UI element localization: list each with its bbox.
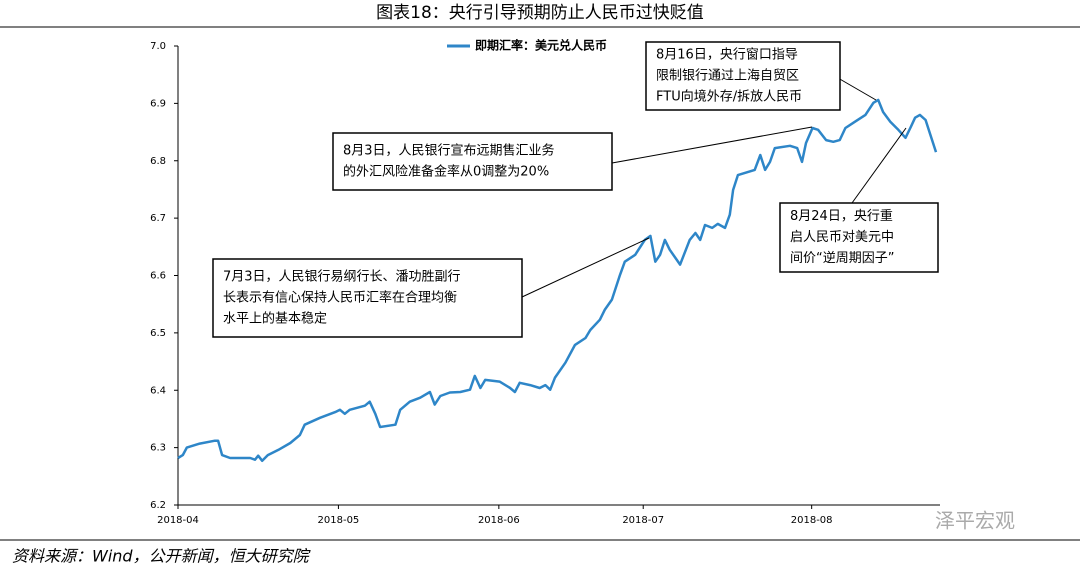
annotation-text: 限制银行通过上海自贸区 xyxy=(656,69,799,84)
y-tick-label: 6.2 xyxy=(150,500,166,511)
annotation-text: 水平上的基本稳定 xyxy=(223,311,327,327)
leader-line xyxy=(611,126,813,164)
y-tick-label: 6.8 xyxy=(150,156,166,167)
annotation-box xyxy=(779,202,939,273)
x-tick-label: 2018-06 xyxy=(478,515,520,526)
y-tick-label: 7.0 xyxy=(150,41,166,52)
annotation-text: FTU向境外存/拆放人民币 xyxy=(656,89,802,105)
legend-label: 即期汇率：美元兑人民币 xyxy=(475,38,607,53)
leader-line xyxy=(851,127,907,204)
x-tick-label: 2018-05 xyxy=(318,515,360,526)
y-tick-label: 6.4 xyxy=(150,385,166,396)
chart-title: 图表18：央行引导预期防止人民币过快贬值 xyxy=(376,3,704,23)
annotation-box xyxy=(645,41,841,111)
annotation-text: 8月24日，央行重 xyxy=(790,208,893,224)
annotation-box xyxy=(212,258,523,338)
annotation-text: 启人民币对美元中 xyxy=(790,230,894,245)
y-tick-label: 6.5 xyxy=(150,328,166,339)
annotation-text: 7月3日，人民银行易纲行长、潘功胜副行 xyxy=(223,270,461,285)
y-tick-label: 6.6 xyxy=(150,271,166,282)
y-tick-label: 6.3 xyxy=(150,443,166,454)
watermark: 泽平宏观 xyxy=(935,509,1015,533)
leader-line xyxy=(521,237,650,298)
leader-line xyxy=(837,77,877,101)
annotation-box xyxy=(332,132,613,191)
y-tick-label: 6.7 xyxy=(150,213,166,224)
annotation-text: 长表示有信心保持人民币汇率在合理均衡 xyxy=(223,290,457,306)
annotation-text: 间价“逆周期因子” xyxy=(790,250,894,266)
x-tick-label: 2018-08 xyxy=(791,515,833,526)
annotation-text: 的外汇风险准备金率从0调整为20% xyxy=(343,164,549,180)
annotation-text: 8月3日，人民银行宣布远期售汇业务 xyxy=(343,143,555,159)
data-line xyxy=(177,98,938,463)
source-note: 资料来源：Wind，公开新闻，恒大研究院 xyxy=(12,547,312,566)
x-tick-label: 2018-04 xyxy=(157,515,199,526)
annotation-text: 8月16日，央行窗口指导 xyxy=(656,47,798,63)
x-tick-label: 2018-07 xyxy=(622,515,664,526)
y-tick-label: 6.9 xyxy=(150,98,166,109)
